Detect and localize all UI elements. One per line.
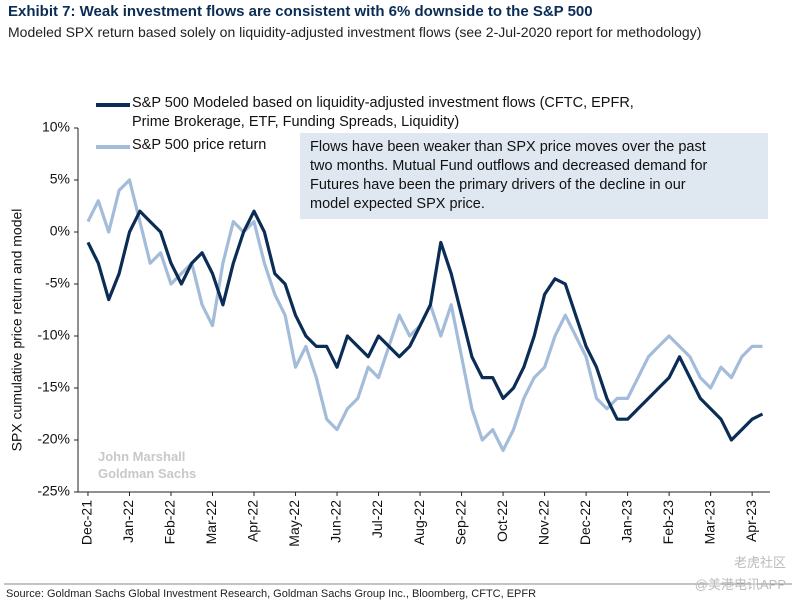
x-tick-label: Mar-23 bbox=[701, 500, 717, 545]
x-tick-label: Mar-22 bbox=[203, 500, 219, 545]
y-tick-label: -10% bbox=[37, 327, 70, 343]
annotation: Flows have been weaker than SPX price mo… bbox=[300, 133, 768, 219]
x-tick-label: May-22 bbox=[286, 500, 302, 547]
x-tick-label: Jan-23 bbox=[618, 500, 634, 543]
x-tick-label: Jun-22 bbox=[328, 500, 344, 543]
chart-title: Exhibit 7: Weak investment flows are con… bbox=[8, 3, 593, 20]
annotation-line: Flows have been weaker than SPX price mo… bbox=[310, 139, 706, 155]
watermark-line: Goldman Sachs bbox=[98, 466, 197, 481]
x-tick-label: Jul-22 bbox=[369, 500, 385, 538]
legend-label: S&P 500 Modeled based on liquidity-adjus… bbox=[132, 95, 634, 130]
annotation-line: model expected SPX price. bbox=[310, 196, 485, 212]
x-tick-label: Apr-23 bbox=[743, 500, 759, 542]
x-tick-label: Oct-22 bbox=[494, 500, 510, 542]
x-tick-label: Aug-22 bbox=[411, 500, 427, 545]
legend-swatch bbox=[96, 145, 130, 149]
chart-subtitle: Modeled SPX return based solely on liqui… bbox=[8, 24, 702, 40]
y-tick-label: 10% bbox=[42, 119, 70, 135]
legend-item: S&P 500 Modeled based on liquidity-adjus… bbox=[96, 94, 652, 132]
source: Source: Goldman Sachs Global Investment … bbox=[6, 588, 537, 600]
x-tick-label: Sep-22 bbox=[452, 500, 468, 545]
y-tick-label: -25% bbox=[37, 483, 70, 499]
annotation-line: Futures have been the primary drivers of… bbox=[310, 177, 686, 193]
series-line bbox=[86, 209, 764, 442]
x-tick-label: Dec-22 bbox=[577, 500, 593, 545]
watermark-line: John Marshall bbox=[98, 449, 186, 464]
site-watermark: 老虎社区 bbox=[733, 555, 786, 570]
watermark: John Marshall Goldman Sachs bbox=[98, 448, 196, 482]
x-tick-label: Nov-22 bbox=[535, 500, 551, 545]
y-tick-label: -5% bbox=[45, 275, 70, 291]
annotation-line: two months. Mutual Fund outflows and dec… bbox=[310, 158, 708, 174]
x-tick-label: Dec-21 bbox=[79, 500, 95, 545]
legend-item: S&P 500 price return bbox=[96, 136, 652, 155]
y-tick-label: -20% bbox=[37, 431, 70, 447]
legend-label: S&P 500 price return bbox=[132, 137, 267, 153]
y-axis-label: SPX cumulative price return and model bbox=[9, 209, 25, 452]
legend-swatch bbox=[96, 103, 130, 107]
x-tick-label: Apr-22 bbox=[245, 500, 261, 542]
y-tick-label: 0% bbox=[50, 223, 70, 239]
x-tick-label: Feb-23 bbox=[660, 500, 676, 545]
x-tick-label: Feb-22 bbox=[162, 500, 178, 545]
x-tick-label: Jan-22 bbox=[120, 500, 136, 543]
y-tick-label: -15% bbox=[37, 379, 70, 395]
site-watermark: @美港电讯APP bbox=[694, 577, 786, 592]
y-tick-label: 5% bbox=[50, 171, 70, 187]
